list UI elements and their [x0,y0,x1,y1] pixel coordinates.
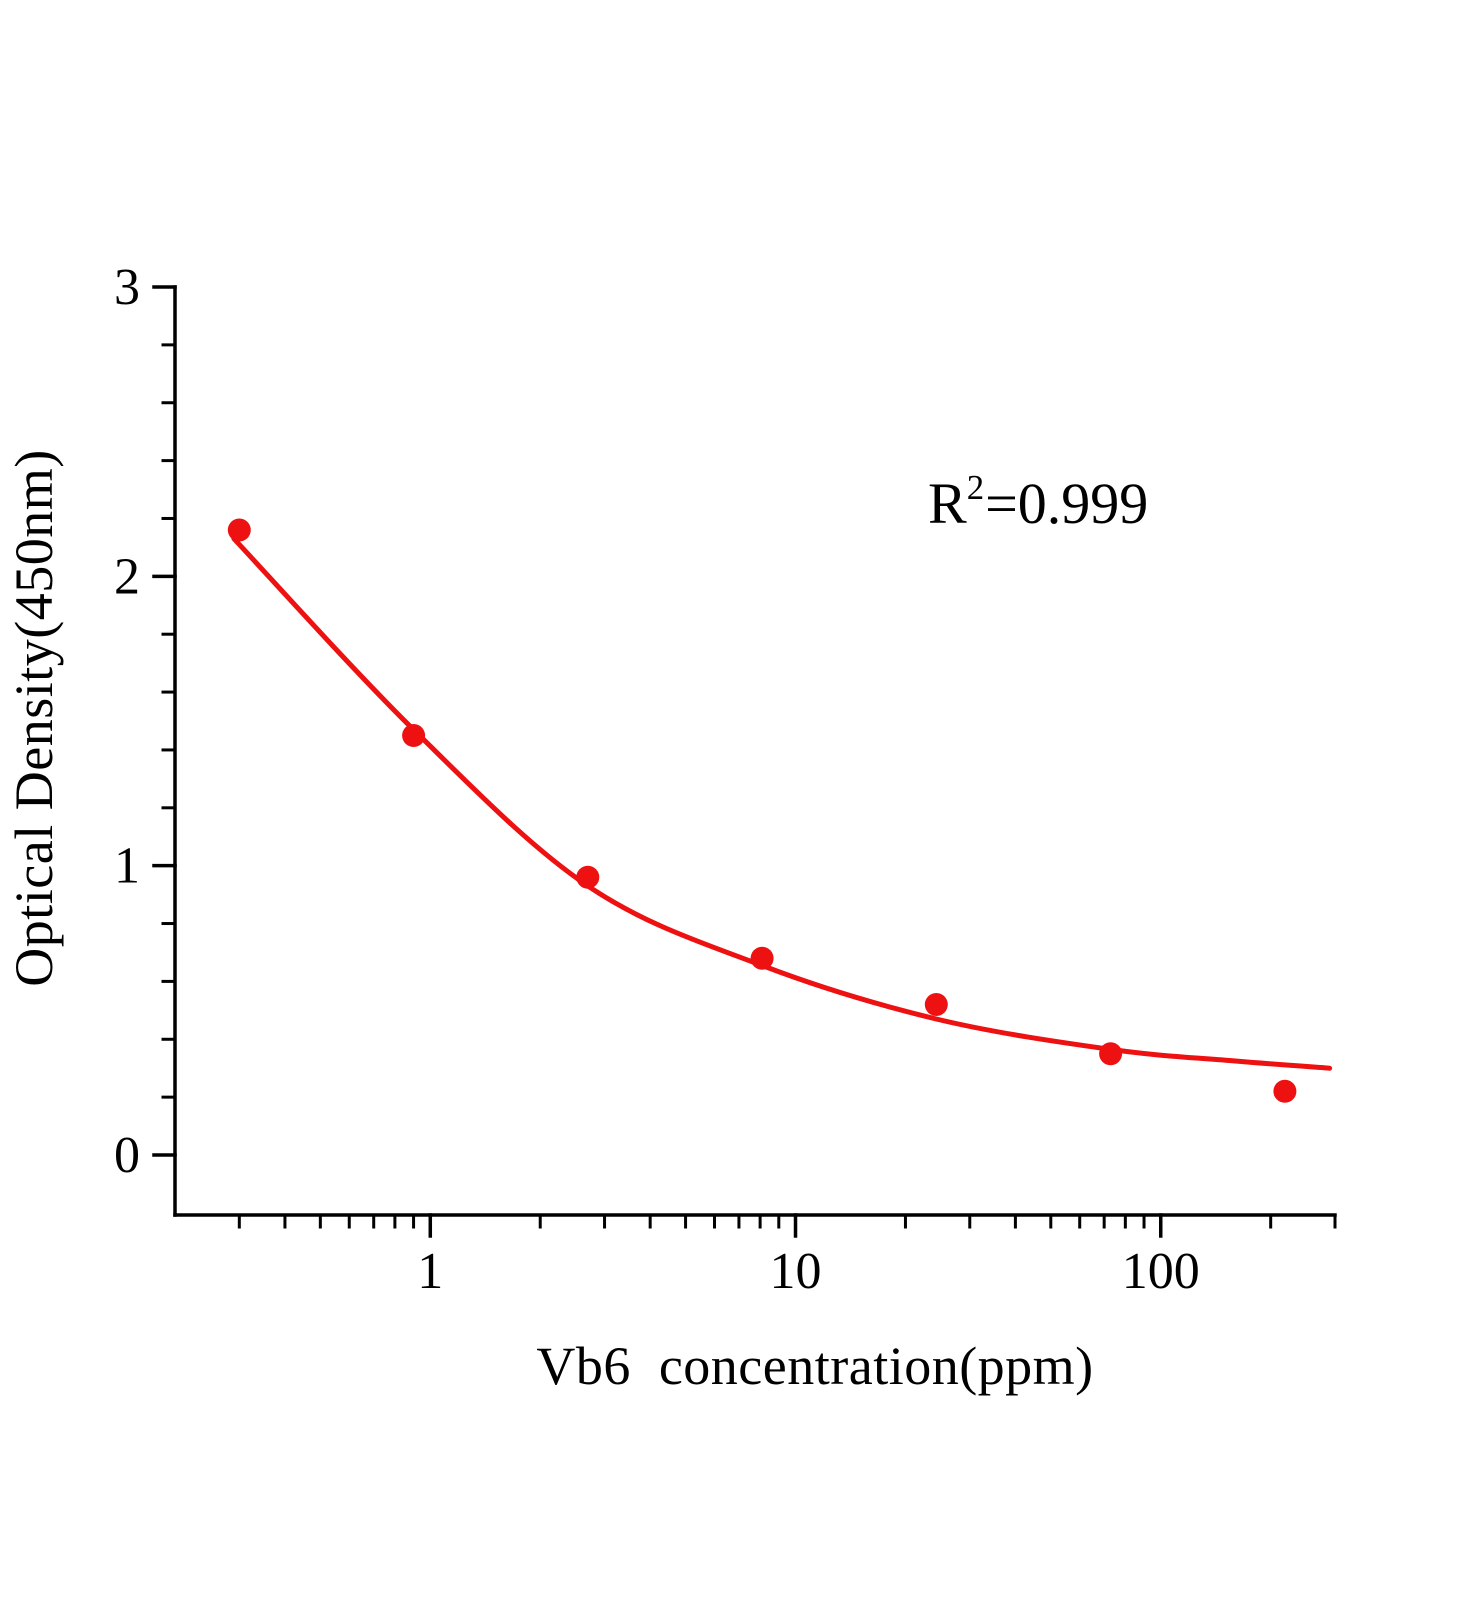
r-squared-exponent: 2 [966,467,985,507]
data-point [1273,1079,1297,1103]
y-axis-tick-label: 3 [114,259,140,316]
data-point [576,865,600,889]
x-axis-title: Vb6 concentration(ppm) [536,1336,1094,1396]
x-axis-tick-label: 1 [417,1243,443,1300]
data-point [924,993,948,1016]
data-point [402,724,426,747]
y-axis-tick-label: 0 [114,1127,140,1184]
data-point [1099,1042,1123,1066]
r-squared-value: =0.999 [985,471,1149,536]
r-squared-base: R [928,471,967,536]
x-axis-tick-label: 10 [770,1243,822,1300]
data-point [227,518,251,542]
fit-curve [231,536,1333,1071]
y-axis-tick-label: 2 [114,548,140,605]
y-axis-tick-label: 1 [114,838,140,895]
y-axis-title: Optical Density(450nm) [4,449,64,987]
x-axis-tick-label: 100 [1122,1243,1200,1300]
r-squared-annotation: R2=0.999 [928,467,1149,537]
data-point [750,946,774,970]
